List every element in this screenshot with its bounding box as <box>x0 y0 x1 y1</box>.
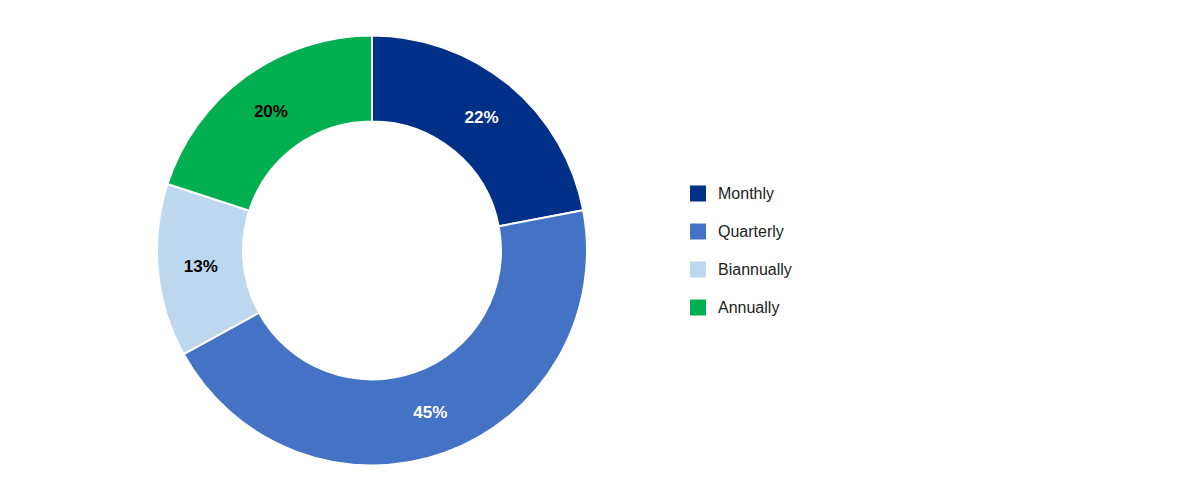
data-label: 13% <box>184 257 218 276</box>
data-label: 45% <box>413 403 447 422</box>
data-label: 22% <box>465 108 499 127</box>
legend-label: Monthly <box>718 185 774 202</box>
page: {"chart_data": {"type": "donut", "catego… <box>0 0 1200 501</box>
legend-label: Quarterly <box>718 223 784 240</box>
legend-swatch <box>690 300 706 316</box>
slice <box>168 36 372 211</box>
chart-container: 22% 45% 13% 20% Monthly Quarterly Biannually An… <box>0 0 1200 501</box>
data-labels: 22% 45% 13% 20% <box>184 102 499 422</box>
legend: Monthly Quarterly Biannually Annually <box>690 185 792 316</box>
background <box>0 0 1200 501</box>
slices <box>157 36 587 466</box>
data-label: 20% <box>254 102 288 121</box>
legend-swatch <box>690 262 706 278</box>
legend-label: Annually <box>718 299 779 316</box>
legend-swatch <box>690 186 706 202</box>
legend-swatch <box>690 224 706 240</box>
legend-label: Biannually <box>718 261 792 278</box>
slice <box>372 36 583 227</box>
chart: 22% 45% 13% 20% Monthly Quarterly Biannually An… <box>0 0 1200 501</box>
slice <box>184 210 587 465</box>
